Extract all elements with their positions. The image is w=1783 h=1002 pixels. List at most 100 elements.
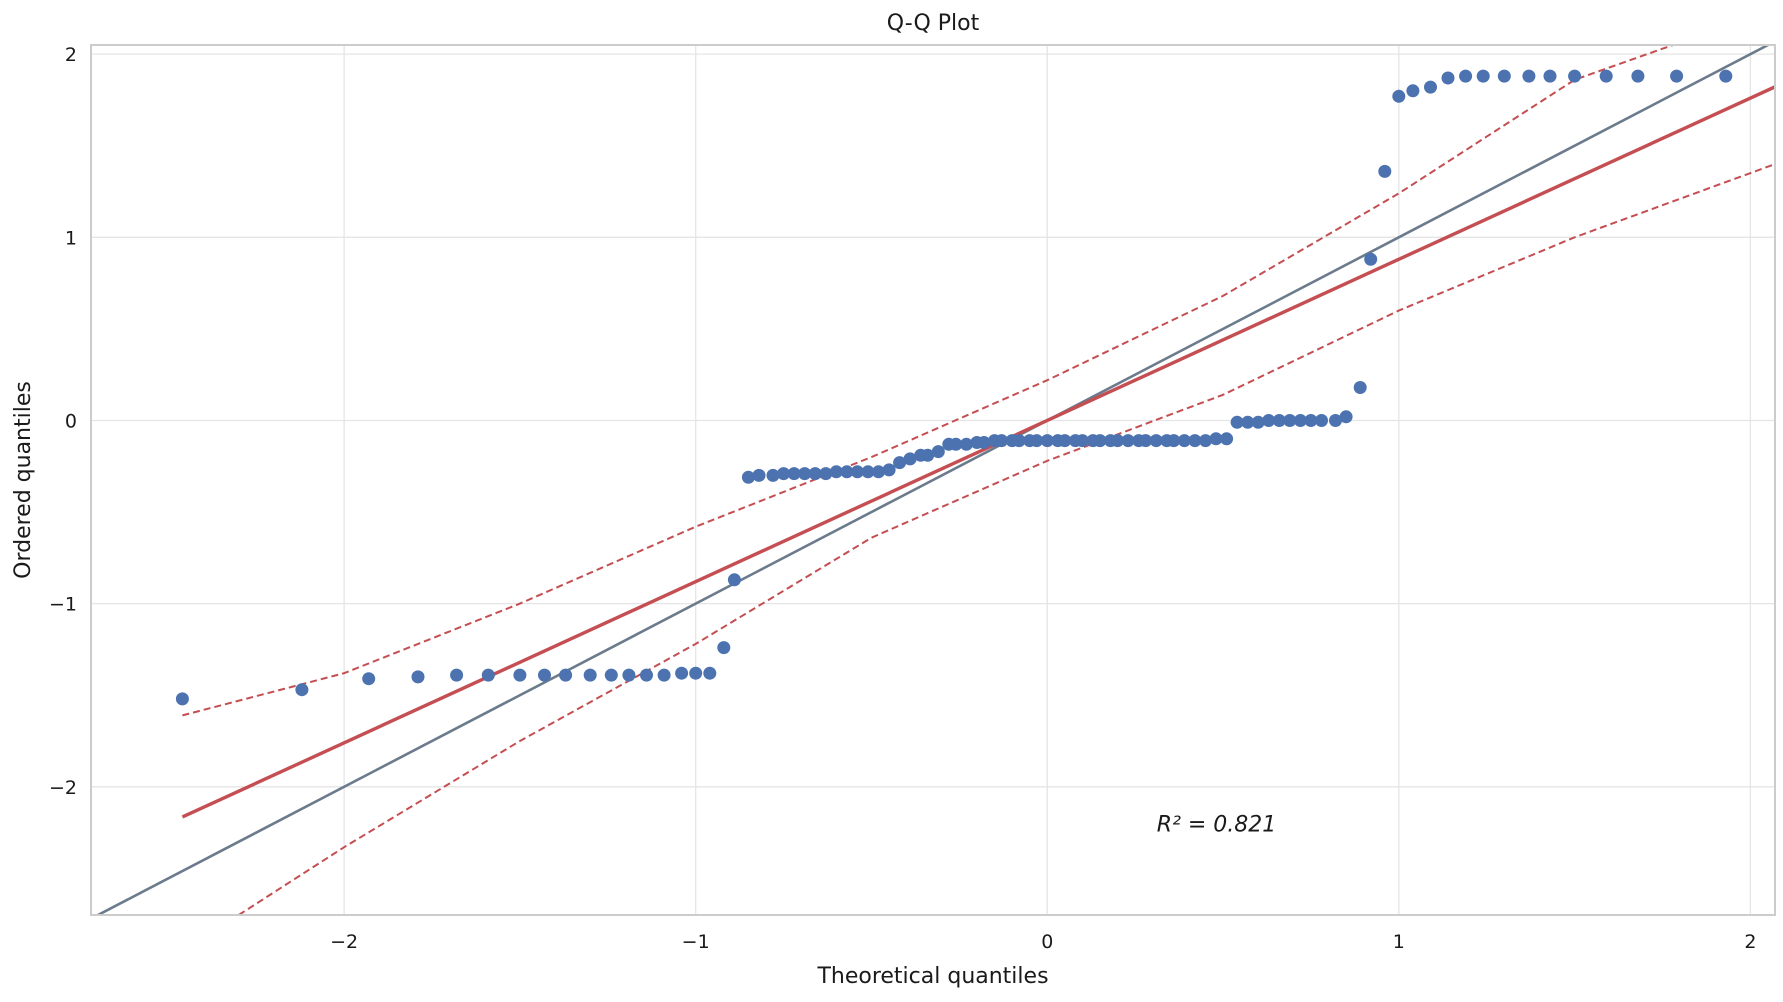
x-tick-label: −2 xyxy=(330,931,358,953)
data-point xyxy=(583,668,597,682)
data-point xyxy=(689,666,703,680)
data-point xyxy=(362,672,376,686)
data-point xyxy=(1441,71,1455,85)
data-point xyxy=(717,641,731,655)
data-point xyxy=(1220,432,1234,446)
y-tick-label: 2 xyxy=(65,44,77,66)
data-point xyxy=(893,456,907,470)
data-point xyxy=(752,468,766,482)
data-point xyxy=(1030,434,1044,448)
data-point xyxy=(1568,69,1582,83)
data-point xyxy=(481,668,495,682)
data-point xyxy=(1177,434,1191,448)
data-point xyxy=(829,465,843,479)
data-point xyxy=(1522,69,1536,83)
data-point xyxy=(931,445,945,459)
data-point xyxy=(995,434,1009,448)
data-point xyxy=(840,465,854,479)
data-point xyxy=(798,467,812,481)
data-point xyxy=(1188,434,1202,448)
confidence-band-lower xyxy=(238,163,1775,915)
data-point xyxy=(1272,414,1286,427)
data-point xyxy=(872,465,885,479)
data-point xyxy=(882,463,896,477)
point-layer xyxy=(175,69,1733,706)
data-point xyxy=(411,670,425,684)
tick-label-layer: −2 −1 0 1 2 −2 −1 0 1 2 xyxy=(49,44,1756,953)
data-point xyxy=(1378,164,1392,178)
fit-line xyxy=(181,85,1775,819)
data-point xyxy=(1241,415,1255,429)
y-tick-label: −2 xyxy=(49,777,77,799)
data-point xyxy=(1670,69,1684,83)
data-point xyxy=(640,668,653,682)
data-point xyxy=(622,668,636,682)
x-tick-label: 2 xyxy=(1744,931,1756,953)
data-point xyxy=(1149,434,1163,448)
data-point xyxy=(1058,434,1072,448)
reference-line xyxy=(95,45,1771,915)
data-point xyxy=(1283,414,1297,427)
confidence-band-layer xyxy=(182,45,1775,915)
data-point xyxy=(1251,415,1265,429)
data-point xyxy=(1364,252,1378,266)
grid-layer xyxy=(91,45,1775,915)
x-tick-label: 0 xyxy=(1041,931,1053,953)
data-point xyxy=(1093,434,1107,448)
y-tick-label: 1 xyxy=(65,227,77,249)
data-point xyxy=(1040,434,1054,448)
data-point xyxy=(819,467,833,481)
data-point xyxy=(513,668,527,682)
data-point xyxy=(1353,381,1367,394)
data-point xyxy=(675,666,689,680)
data-point xyxy=(1392,89,1406,103)
x-tick-label: 1 xyxy=(1393,931,1405,953)
data-point xyxy=(1406,84,1420,98)
data-point xyxy=(766,468,780,482)
data-point xyxy=(1012,434,1026,448)
data-point xyxy=(1339,410,1353,424)
data-point xyxy=(1631,69,1645,83)
data-point xyxy=(604,668,618,682)
data-point xyxy=(1209,432,1223,446)
plot-frame xyxy=(90,44,1776,916)
data-point xyxy=(1424,80,1437,94)
data-point xyxy=(850,465,864,479)
data-point xyxy=(1075,434,1089,448)
data-point xyxy=(787,467,801,481)
data-point xyxy=(727,573,741,587)
data-point xyxy=(1262,414,1276,427)
data-point xyxy=(1167,434,1181,448)
data-point xyxy=(777,467,791,481)
data-point xyxy=(1459,69,1473,83)
data-point xyxy=(1199,434,1212,448)
y-tick-label: 0 xyxy=(65,410,77,432)
data-point xyxy=(741,470,755,484)
data-point xyxy=(959,437,973,451)
data-point xyxy=(1329,414,1342,427)
r-squared-annotation: R² = 0.821 xyxy=(1157,812,1277,837)
data-point xyxy=(1293,414,1307,427)
data-point xyxy=(703,666,717,680)
line-layer xyxy=(95,45,1775,915)
data-point xyxy=(1719,69,1733,83)
y-axis-label: Ordered quantiles xyxy=(11,381,36,579)
data-point xyxy=(538,668,551,682)
x-axis-label: Theoretical quantiles xyxy=(816,964,1048,989)
data-point xyxy=(861,465,875,479)
data-point xyxy=(1497,69,1511,83)
data-point xyxy=(1599,69,1613,83)
data-point xyxy=(1476,69,1490,83)
data-point xyxy=(1230,415,1244,429)
data-point xyxy=(450,668,464,682)
data-point xyxy=(559,668,573,682)
data-point xyxy=(903,452,917,466)
data-point xyxy=(175,692,189,706)
data-point xyxy=(1121,434,1135,448)
data-point xyxy=(1304,414,1318,427)
data-point xyxy=(808,467,822,481)
data-point xyxy=(1111,434,1125,448)
data-point xyxy=(1315,414,1328,427)
data-point xyxy=(657,668,671,682)
